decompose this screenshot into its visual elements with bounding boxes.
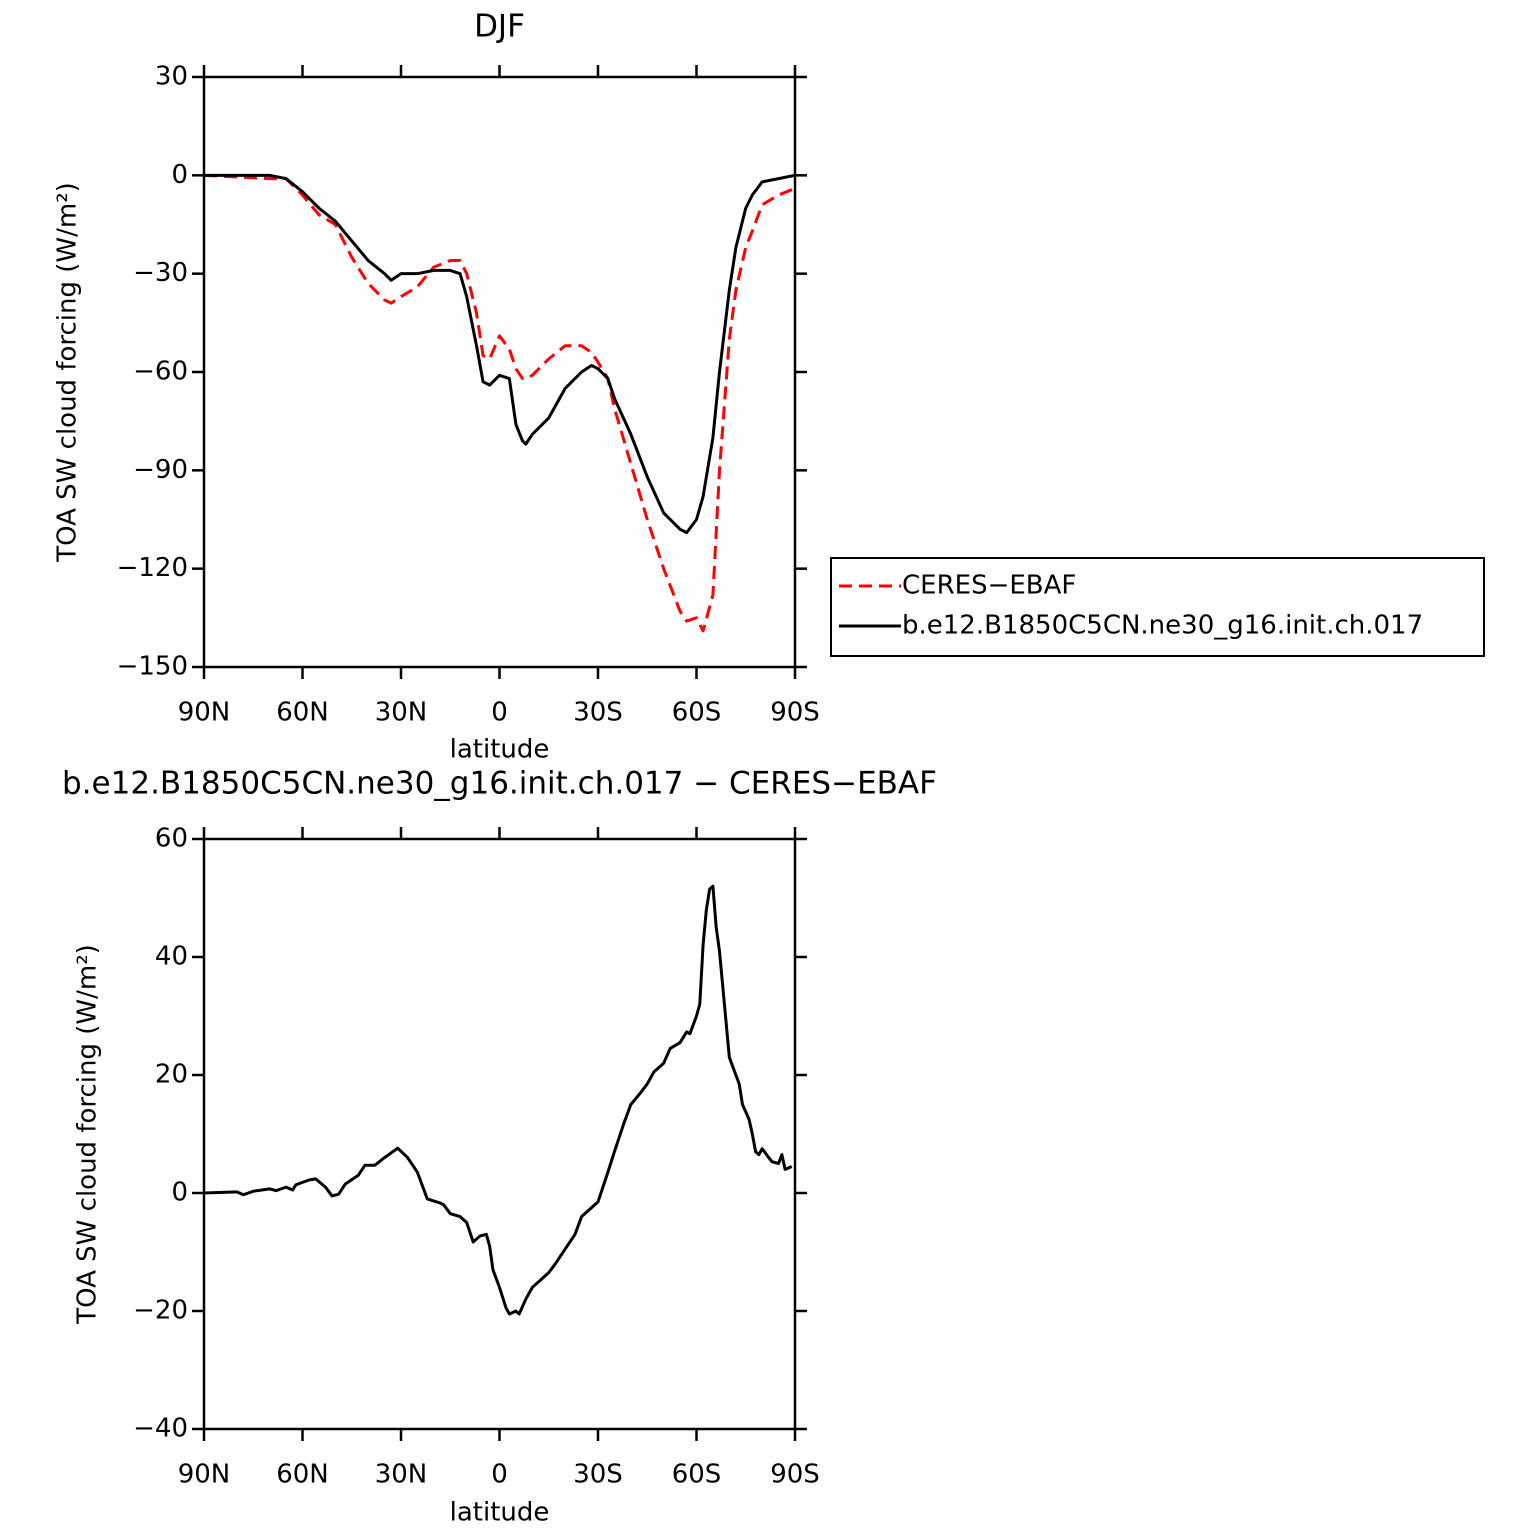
x-tick-label: 60S bbox=[672, 1460, 722, 1490]
y-tick-label: 40 bbox=[155, 942, 188, 972]
y-tick-label: 0 bbox=[171, 1178, 188, 1208]
y-tick-label: 30 bbox=[155, 62, 188, 92]
x-tick-label: 60N bbox=[276, 1460, 329, 1490]
x-tick-label: 90N bbox=[178, 698, 231, 728]
data-line bbox=[204, 173, 796, 535]
x-tick-label: 30N bbox=[375, 1460, 428, 1490]
y-tick-label: −60 bbox=[133, 357, 188, 387]
chart-title: b.e12.B1850C5CN.ne30_g16.init.ch.017 − C… bbox=[62, 766, 937, 802]
y-tick-label: −40 bbox=[133, 1414, 188, 1444]
y-tick-label: −120 bbox=[117, 553, 188, 583]
x-tick-label: 30N bbox=[375, 698, 428, 728]
y-tick-label: 0 bbox=[171, 160, 188, 190]
y-axis-label: TOA SW cloud forcing (W/m²) bbox=[53, 182, 83, 563]
x-tick-label: 60N bbox=[276, 698, 329, 728]
y-tick-label: −20 bbox=[133, 1296, 188, 1326]
y-axis-label: TOA SW cloud forcing (W/m²) bbox=[73, 944, 103, 1325]
x-tick-label: 0 bbox=[491, 698, 508, 728]
legend-box bbox=[830, 557, 1485, 657]
plot-frame bbox=[202, 837, 797, 1431]
x-axis-label: latitude bbox=[450, 1498, 550, 1528]
y-tick-label: −150 bbox=[117, 652, 188, 682]
data-line bbox=[203, 884, 793, 1316]
x-tick-label: 0 bbox=[491, 1460, 508, 1490]
legend-label: b.e12.B1850C5CN.ne30_g16.init.ch.017 bbox=[902, 611, 1423, 641]
x-tick-label: 60S bbox=[672, 698, 722, 728]
plot-frame bbox=[202, 75, 797, 669]
y-tick-label: 60 bbox=[155, 824, 188, 854]
y-tick-label: 20 bbox=[155, 1060, 188, 1090]
x-tick-label: 90S bbox=[770, 1460, 820, 1490]
data-line bbox=[203, 173, 796, 633]
chart-title: DJF bbox=[474, 9, 525, 45]
legend-label: CERES−EBAF bbox=[902, 571, 1076, 601]
x-tick-label: 90N bbox=[178, 1460, 231, 1490]
x-tick-label: 30S bbox=[573, 1460, 623, 1490]
y-tick-label: −30 bbox=[133, 258, 188, 288]
x-axis-label: latitude bbox=[450, 735, 550, 765]
y-tick-label: −90 bbox=[133, 455, 188, 485]
x-tick-label: 30S bbox=[573, 698, 623, 728]
x-tick-label: 90S bbox=[770, 698, 820, 728]
